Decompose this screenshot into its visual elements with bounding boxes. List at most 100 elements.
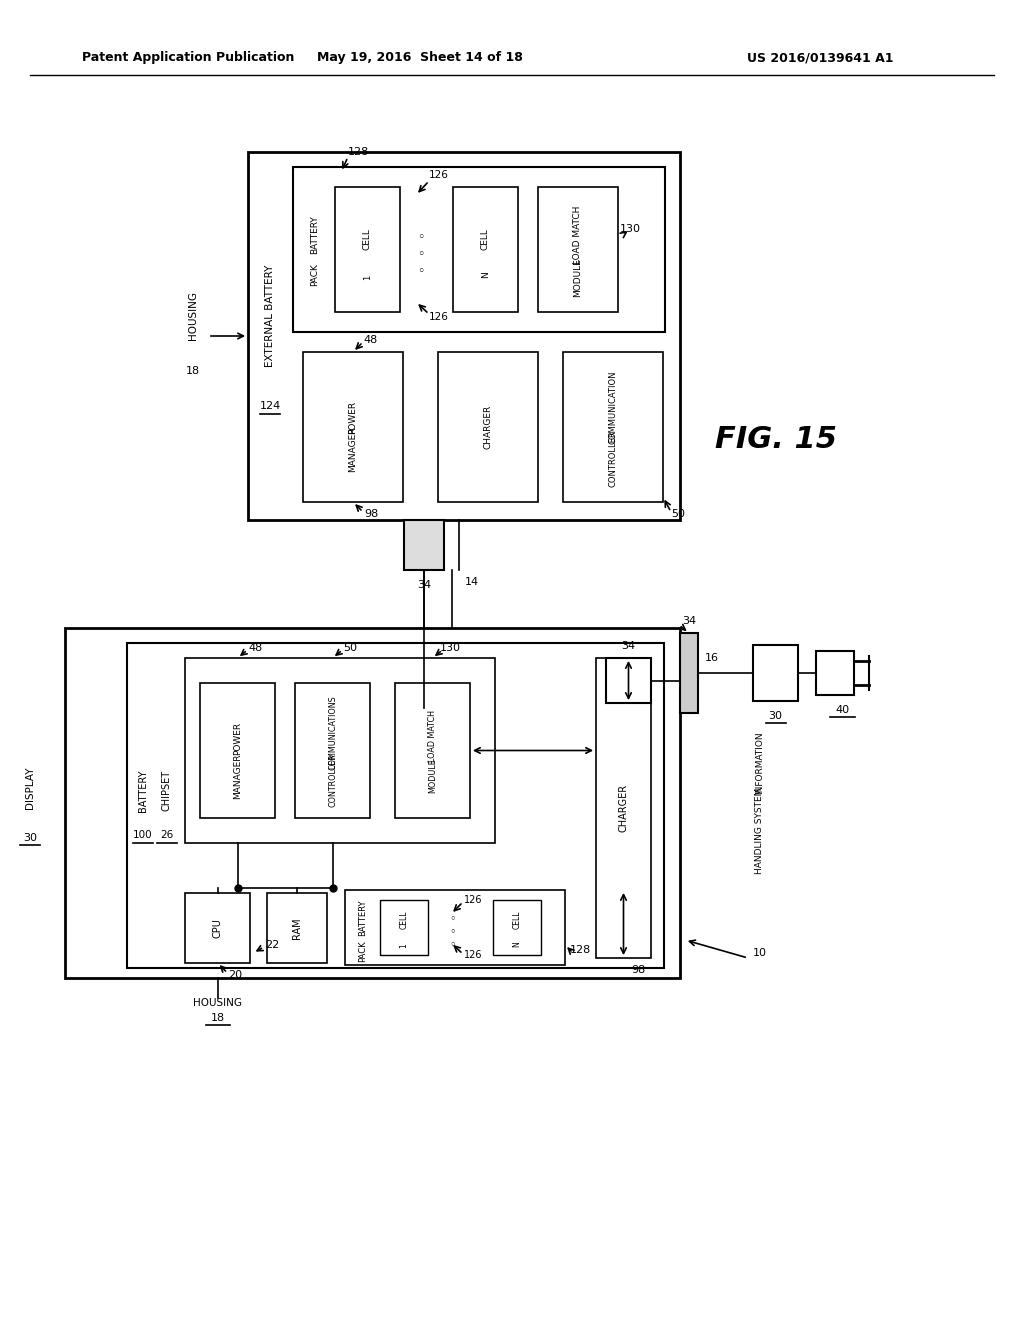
Text: ◦: ◦ bbox=[450, 940, 457, 950]
Text: 48: 48 bbox=[364, 335, 378, 345]
Text: COMMUNICATIONS: COMMUNICATIONS bbox=[328, 696, 337, 770]
Bar bbox=[303, 352, 403, 502]
Bar bbox=[267, 894, 327, 964]
Bar bbox=[380, 900, 428, 954]
Text: 18: 18 bbox=[211, 1012, 225, 1023]
Text: ◦: ◦ bbox=[450, 928, 457, 937]
Text: 100: 100 bbox=[133, 830, 153, 841]
Bar bbox=[596, 657, 651, 958]
Text: 130: 130 bbox=[440, 643, 461, 653]
Text: 48: 48 bbox=[249, 643, 262, 653]
Text: HANDLING SYSTEM: HANDLING SYSTEM bbox=[756, 788, 765, 874]
Text: ◦: ◦ bbox=[418, 248, 425, 261]
Text: 126: 126 bbox=[429, 312, 449, 322]
Text: CONTROLLER: CONTROLLER bbox=[608, 430, 617, 487]
Text: DISPLAY: DISPLAY bbox=[25, 767, 35, 809]
Text: ◦: ◦ bbox=[418, 231, 425, 244]
Text: 18: 18 bbox=[186, 366, 200, 376]
Text: 124: 124 bbox=[259, 401, 281, 411]
Text: 34: 34 bbox=[417, 579, 431, 590]
Text: PACK: PACK bbox=[358, 941, 368, 962]
Text: MANAGER: MANAGER bbox=[233, 754, 242, 799]
Text: US 2016/0139641 A1: US 2016/0139641 A1 bbox=[746, 51, 893, 65]
Text: CHIPSET: CHIPSET bbox=[162, 770, 172, 810]
Text: 20: 20 bbox=[228, 970, 243, 979]
Text: HOUSING: HOUSING bbox=[188, 292, 198, 341]
Text: ◦: ◦ bbox=[418, 265, 425, 279]
Text: CELL: CELL bbox=[362, 228, 372, 251]
Text: 40: 40 bbox=[836, 705, 850, 715]
Text: CELL: CELL bbox=[512, 911, 521, 929]
Text: 126: 126 bbox=[429, 170, 449, 180]
Text: Patent Application Publication: Patent Application Publication bbox=[82, 51, 294, 65]
Text: 128: 128 bbox=[347, 147, 369, 157]
Text: BATTERY: BATTERY bbox=[358, 899, 368, 936]
Bar bbox=[606, 657, 651, 704]
Bar bbox=[65, 628, 680, 978]
Text: 30: 30 bbox=[768, 711, 782, 721]
Text: N: N bbox=[512, 941, 521, 948]
Text: 50: 50 bbox=[343, 643, 357, 653]
Text: EXTERNAL BATTERY: EXTERNAL BATTERY bbox=[265, 265, 275, 367]
Text: POWER: POWER bbox=[233, 722, 242, 755]
Text: FIG. 15: FIG. 15 bbox=[715, 425, 837, 454]
Text: May 19, 2016  Sheet 14 of 18: May 19, 2016 Sheet 14 of 18 bbox=[317, 51, 523, 65]
Bar bbox=[395, 682, 470, 818]
Text: CHARGER: CHARGER bbox=[618, 784, 629, 832]
Text: BATTERY: BATTERY bbox=[310, 215, 319, 253]
Bar bbox=[293, 168, 665, 333]
Text: 1: 1 bbox=[362, 275, 372, 280]
Text: 50: 50 bbox=[671, 510, 685, 519]
Text: 22: 22 bbox=[265, 940, 280, 950]
Text: CHARGER: CHARGER bbox=[483, 405, 493, 449]
Text: LOAD MATCH: LOAD MATCH bbox=[573, 206, 583, 264]
Text: 16: 16 bbox=[705, 653, 719, 663]
Text: LOAD MATCH: LOAD MATCH bbox=[428, 710, 437, 762]
Text: 98: 98 bbox=[632, 965, 645, 975]
Text: INFORMATION: INFORMATION bbox=[756, 731, 765, 795]
Text: 14: 14 bbox=[465, 577, 479, 587]
Text: 30: 30 bbox=[23, 833, 37, 843]
Bar bbox=[493, 900, 541, 954]
Bar bbox=[453, 187, 518, 312]
Text: PACK: PACK bbox=[310, 263, 319, 286]
Text: 10: 10 bbox=[753, 948, 767, 958]
Bar bbox=[185, 657, 495, 843]
Bar bbox=[248, 152, 680, 520]
Text: ◦: ◦ bbox=[450, 915, 457, 924]
Text: HOUSING: HOUSING bbox=[194, 998, 243, 1008]
Bar bbox=[816, 651, 854, 696]
Text: RAM: RAM bbox=[292, 917, 302, 939]
Bar bbox=[680, 634, 698, 713]
Bar bbox=[563, 352, 663, 502]
Bar bbox=[753, 645, 798, 701]
Bar bbox=[127, 643, 664, 968]
Text: N: N bbox=[481, 271, 490, 279]
Text: MODULE: MODULE bbox=[428, 758, 437, 793]
Bar bbox=[438, 352, 538, 502]
Bar bbox=[335, 187, 400, 312]
Text: CPU: CPU bbox=[213, 919, 222, 939]
Bar bbox=[295, 682, 370, 818]
Bar bbox=[200, 682, 275, 818]
Text: CELL: CELL bbox=[481, 228, 490, 251]
Text: CONTROLLER: CONTROLLER bbox=[328, 754, 337, 808]
Text: 34: 34 bbox=[622, 642, 636, 651]
Text: 26: 26 bbox=[161, 830, 174, 841]
Bar bbox=[345, 890, 565, 965]
Text: 34: 34 bbox=[682, 616, 696, 626]
Text: CELL: CELL bbox=[399, 911, 409, 929]
Text: POWER: POWER bbox=[348, 400, 357, 433]
Text: BATTERY: BATTERY bbox=[138, 770, 148, 812]
Text: 128: 128 bbox=[569, 945, 591, 954]
Text: 126: 126 bbox=[464, 950, 482, 960]
Text: MANAGER: MANAGER bbox=[348, 426, 357, 471]
Text: 98: 98 bbox=[364, 510, 378, 519]
Text: 130: 130 bbox=[620, 224, 640, 235]
Text: 126: 126 bbox=[464, 895, 482, 906]
Bar bbox=[404, 520, 444, 570]
Bar bbox=[538, 187, 618, 312]
Text: MODULE: MODULE bbox=[573, 259, 583, 297]
Bar bbox=[185, 894, 250, 964]
Text: 1: 1 bbox=[399, 942, 409, 948]
